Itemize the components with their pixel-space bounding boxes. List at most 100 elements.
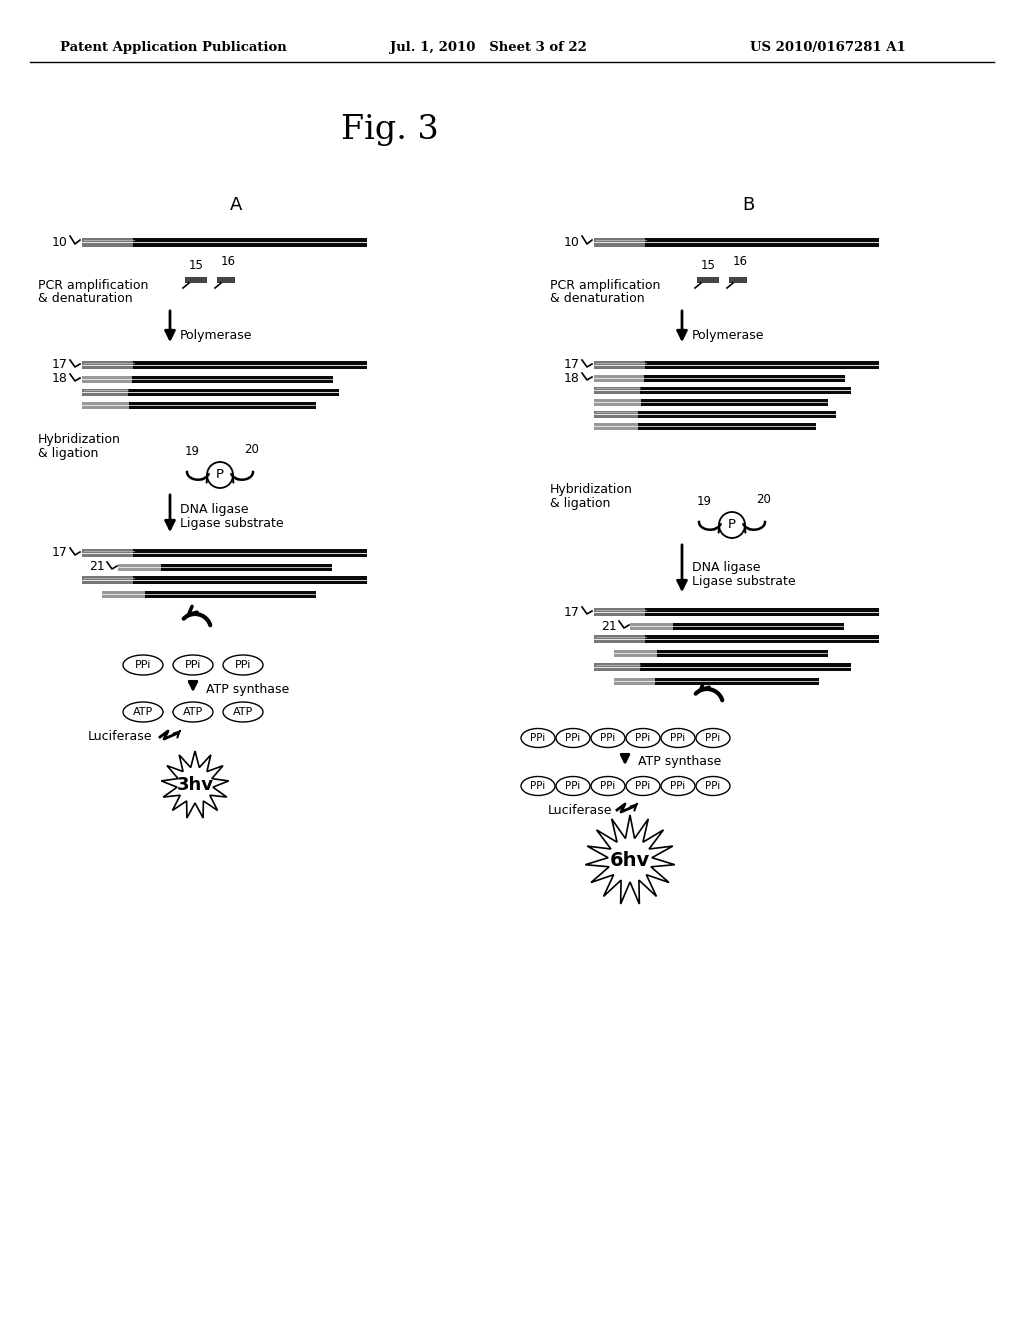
Bar	[82, 375, 333, 383]
Ellipse shape	[626, 776, 660, 796]
Text: Patent Application Publication: Patent Application Publication	[60, 41, 287, 54]
Bar	[217, 277, 234, 282]
Text: 17: 17	[52, 546, 68, 560]
Text: 18: 18	[52, 372, 68, 385]
Text: Ligase substrate: Ligase substrate	[692, 576, 796, 589]
Text: 19: 19	[184, 445, 200, 458]
Ellipse shape	[556, 776, 590, 796]
Bar	[594, 663, 640, 671]
Bar	[594, 375, 845, 381]
Bar	[594, 399, 641, 405]
Bar	[82, 360, 133, 370]
Text: Ligase substrate: Ligase substrate	[180, 517, 284, 531]
Polygon shape	[161, 751, 228, 818]
Bar	[82, 375, 132, 383]
Bar	[594, 387, 640, 393]
Bar	[82, 549, 133, 557]
Text: PPi: PPi	[135, 660, 152, 671]
Text: ATP: ATP	[183, 708, 203, 717]
Text: PPi: PPi	[184, 660, 201, 671]
Ellipse shape	[173, 702, 213, 722]
Bar	[594, 399, 827, 405]
Text: PPi: PPi	[671, 781, 686, 791]
Ellipse shape	[591, 776, 625, 796]
Text: Hybridization: Hybridization	[38, 433, 121, 446]
Text: 15: 15	[188, 259, 204, 272]
Ellipse shape	[591, 729, 625, 747]
Bar	[102, 590, 144, 598]
Text: PCR amplification: PCR amplification	[550, 279, 660, 292]
Bar	[630, 623, 673, 630]
Text: 17: 17	[564, 359, 580, 371]
Text: PPi: PPi	[234, 660, 251, 671]
Text: 3hv: 3hv	[176, 776, 213, 795]
Text: Fig. 3: Fig. 3	[341, 114, 439, 147]
Text: 16: 16	[732, 255, 748, 268]
Text: PPi: PPi	[530, 733, 546, 743]
Text: Hybridization: Hybridization	[550, 483, 633, 496]
Text: PPi: PPi	[530, 781, 546, 791]
Bar	[594, 360, 879, 370]
Bar	[82, 238, 367, 247]
Bar	[82, 549, 367, 557]
Bar	[82, 576, 133, 583]
Bar	[594, 411, 837, 417]
Text: PPi: PPi	[706, 781, 721, 791]
Text: 19: 19	[696, 495, 712, 508]
Text: & denaturation: & denaturation	[550, 293, 645, 305]
Text: Luciferase: Luciferase	[88, 730, 153, 743]
Text: Polymerase: Polymerase	[692, 329, 765, 342]
Ellipse shape	[123, 655, 163, 675]
Ellipse shape	[123, 702, 163, 722]
Bar	[594, 635, 879, 643]
Ellipse shape	[223, 702, 263, 722]
Text: 15: 15	[700, 259, 716, 272]
Bar	[82, 401, 315, 408]
Text: A: A	[229, 195, 243, 214]
Ellipse shape	[626, 729, 660, 747]
Text: 21: 21	[89, 561, 105, 573]
Text: 10: 10	[564, 235, 580, 248]
Text: 17: 17	[52, 359, 68, 371]
Ellipse shape	[223, 655, 263, 675]
Text: PPi: PPi	[635, 781, 650, 791]
Bar	[82, 238, 133, 247]
Text: 10: 10	[52, 235, 68, 248]
Text: ATP: ATP	[133, 708, 154, 717]
Bar	[82, 360, 367, 370]
Ellipse shape	[696, 776, 730, 796]
Bar	[614, 677, 655, 685]
Text: B: B	[741, 195, 754, 214]
Text: 17: 17	[564, 606, 580, 619]
Text: 16: 16	[220, 255, 236, 268]
Bar	[82, 576, 367, 583]
Ellipse shape	[521, 729, 555, 747]
Text: P: P	[728, 519, 736, 532]
Bar	[82, 388, 128, 396]
Text: 21: 21	[601, 619, 617, 632]
Text: 6hv: 6hv	[610, 850, 650, 870]
Bar	[118, 564, 332, 570]
Text: ATP: ATP	[232, 708, 253, 717]
Polygon shape	[586, 814, 675, 904]
Text: Jul. 1, 2010   Sheet 3 of 22: Jul. 1, 2010 Sheet 3 of 22	[390, 41, 587, 54]
Bar	[614, 649, 827, 656]
Bar	[697, 277, 719, 282]
Ellipse shape	[556, 729, 590, 747]
Bar	[729, 277, 746, 282]
Text: PPi: PPi	[671, 733, 686, 743]
Bar	[594, 422, 638, 429]
Text: PPi: PPi	[565, 781, 581, 791]
Ellipse shape	[173, 655, 213, 675]
Text: PPi: PPi	[600, 733, 615, 743]
Text: 18: 18	[564, 371, 580, 384]
Bar	[594, 663, 851, 671]
Bar	[594, 360, 645, 370]
Text: & ligation: & ligation	[38, 447, 98, 461]
Text: PCR amplification: PCR amplification	[38, 279, 148, 292]
Bar	[102, 590, 315, 598]
Text: PPi: PPi	[565, 733, 581, 743]
Bar	[594, 387, 851, 393]
Ellipse shape	[521, 776, 555, 796]
Bar	[594, 635, 645, 643]
